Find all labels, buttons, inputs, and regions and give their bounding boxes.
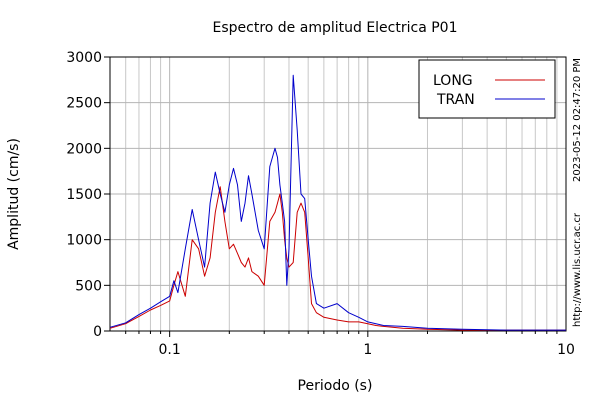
series-line-long bbox=[109, 186, 566, 331]
source-url-label: http://www.lis.ucr.ac.cr bbox=[572, 212, 583, 327]
series-lines bbox=[109, 74, 566, 331]
timestamp-label: 2023-05-12 02:47:20 PM bbox=[572, 58, 583, 182]
legend-label-tran: TRAN bbox=[436, 92, 475, 108]
x-tick-label: 1 bbox=[363, 342, 372, 358]
legend-label-long: LONG bbox=[433, 73, 473, 89]
y-tick-label: 2000 bbox=[66, 141, 102, 157]
axis-ticks bbox=[104, 56, 558, 337]
legend-box bbox=[418, 59, 556, 119]
y-tick-label: 3000 bbox=[66, 50, 102, 66]
x-tick-label: 0.1 bbox=[159, 342, 181, 358]
y-axis-label: Amplitud (cm/s) bbox=[6, 138, 22, 250]
series-line-tran bbox=[109, 74, 566, 331]
y-tick-label: 1500 bbox=[66, 187, 102, 203]
x-tick-label: 10 bbox=[557, 342, 575, 358]
y-tick-label: 2500 bbox=[66, 96, 102, 112]
legend: LONG TRAN bbox=[418, 59, 556, 119]
chart-title: Espectro de amplitud Electrica P01 bbox=[213, 20, 458, 36]
y-tick-label: 1000 bbox=[66, 233, 102, 249]
x-axis-label: Periodo (s) bbox=[298, 378, 373, 394]
y-tick-label: 0 bbox=[93, 324, 102, 340]
grid-lines bbox=[110, 57, 566, 331]
tick-labels: 0 500 1000 1500 2000 2500 3000 0.1 1 10 bbox=[66, 50, 575, 358]
y-tick-label: 500 bbox=[75, 278, 102, 294]
